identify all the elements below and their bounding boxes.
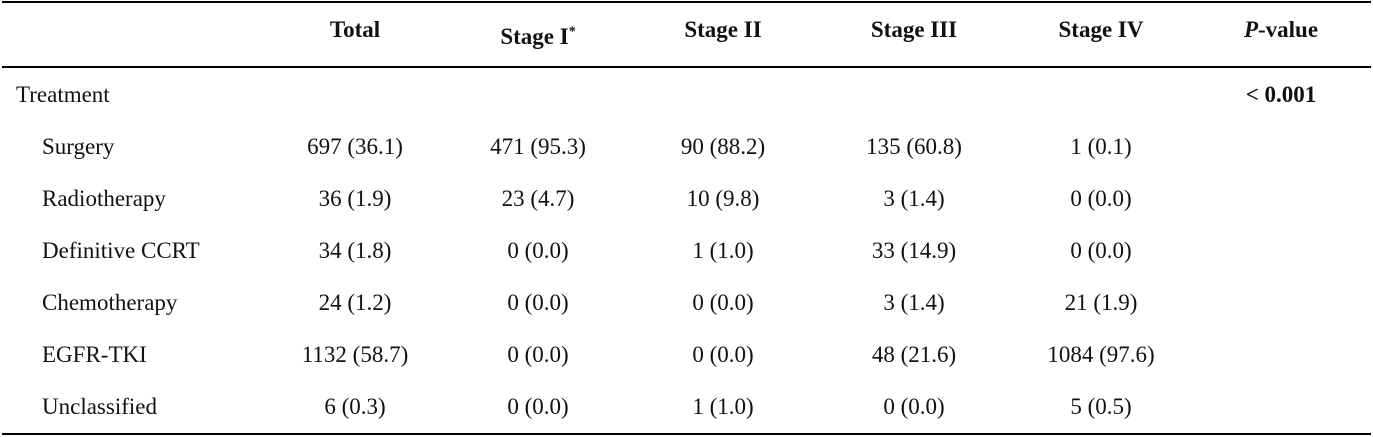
column-header-stage-i: Stage I* xyxy=(500,24,575,50)
table-cell: 1084 (97.6) xyxy=(1047,342,1155,367)
p-value-treatment: < 0.001 xyxy=(1245,82,1317,107)
column-header-stage-i-footnote-mark: * xyxy=(568,24,576,40)
table-cell: 0 (0.0) xyxy=(1070,238,1132,263)
group-label-treatment: Treatment xyxy=(16,82,110,107)
table-cell: 33 (14.9) xyxy=(871,238,957,263)
table-cell: 1 (0.1) xyxy=(1070,134,1132,159)
table-cell: 0 (0.0) xyxy=(507,290,569,315)
table-cell: 0 (0.0) xyxy=(507,394,569,419)
column-header-p-value: P-value xyxy=(1244,17,1318,43)
column-header-p-value-italic: P xyxy=(1243,17,1258,42)
table-cell: 3 (1.4) xyxy=(883,290,945,315)
table-cell: 1 (1.0) xyxy=(692,238,754,263)
row-label: Definitive CCRT xyxy=(42,238,200,263)
table-cell: 0 (0.0) xyxy=(507,342,569,367)
row-label: Surgery xyxy=(42,134,115,159)
column-header-stage-iv-label: Stage IV xyxy=(1058,17,1144,42)
column-header-p-value-suffix: -value xyxy=(1258,17,1319,42)
row-label: EGFR-TKI xyxy=(42,342,147,367)
table-cell: 135 (60.8) xyxy=(866,134,962,159)
table-top-rule xyxy=(2,1,1371,3)
table-cell: 0 (0.0) xyxy=(692,342,754,367)
table-cell: 3 (1.4) xyxy=(883,186,945,211)
row-label: Radiotherapy xyxy=(42,186,166,211)
table-cell: 1132 (58.7) xyxy=(301,342,409,367)
column-header-stage-iii-label: Stage III xyxy=(870,17,958,42)
table-cell: 471 (95.3) xyxy=(490,134,586,159)
table-cell: 90 (88.2) xyxy=(680,134,766,159)
column-header-stage-iv: Stage IV xyxy=(1059,17,1144,43)
column-header-stage-ii: Stage II xyxy=(684,17,761,43)
column-header-stage-i-label: Stage I xyxy=(500,24,569,49)
row-label: Chemotherapy xyxy=(42,290,178,315)
column-header-stage-iii: Stage III xyxy=(871,17,957,43)
table-cell: 0 (0.0) xyxy=(883,394,945,419)
table-cell: 23 (4.7) xyxy=(501,186,575,211)
column-header-stage-ii-label: Stage II xyxy=(684,17,762,42)
table-cell: 6 (0.3) xyxy=(324,394,386,419)
table-cell: 24 (1.2) xyxy=(318,290,392,315)
table-cell: 10 (9.8) xyxy=(686,186,760,211)
table-cell: 0 (0.0) xyxy=(507,238,569,263)
table-cell: 1 (1.0) xyxy=(692,394,754,419)
column-header-total-label: Total xyxy=(329,17,381,42)
table-cell: 36 (1.9) xyxy=(318,186,392,211)
table-cell: 5 (0.5) xyxy=(1070,394,1132,419)
table-bottom-rule xyxy=(2,433,1371,435)
table-cell: 697 (36.1) xyxy=(307,134,403,159)
table-cell: 48 (21.6) xyxy=(871,342,957,367)
table-cell: 0 (0.0) xyxy=(692,290,754,315)
table-cell: 21 (1.9) xyxy=(1064,290,1138,315)
table-cell: 34 (1.8) xyxy=(318,238,392,263)
row-label: Unclassified xyxy=(42,394,157,419)
column-header-total: Total xyxy=(330,17,380,43)
table-header-rule xyxy=(2,66,1371,68)
table-cell: 0 (0.0) xyxy=(1070,186,1132,211)
